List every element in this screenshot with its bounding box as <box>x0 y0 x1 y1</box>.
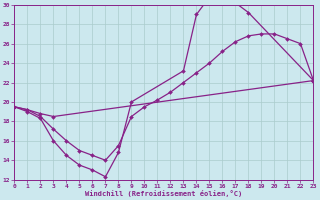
X-axis label: Windchill (Refroidissement éolien,°C): Windchill (Refroidissement éolien,°C) <box>85 190 243 197</box>
